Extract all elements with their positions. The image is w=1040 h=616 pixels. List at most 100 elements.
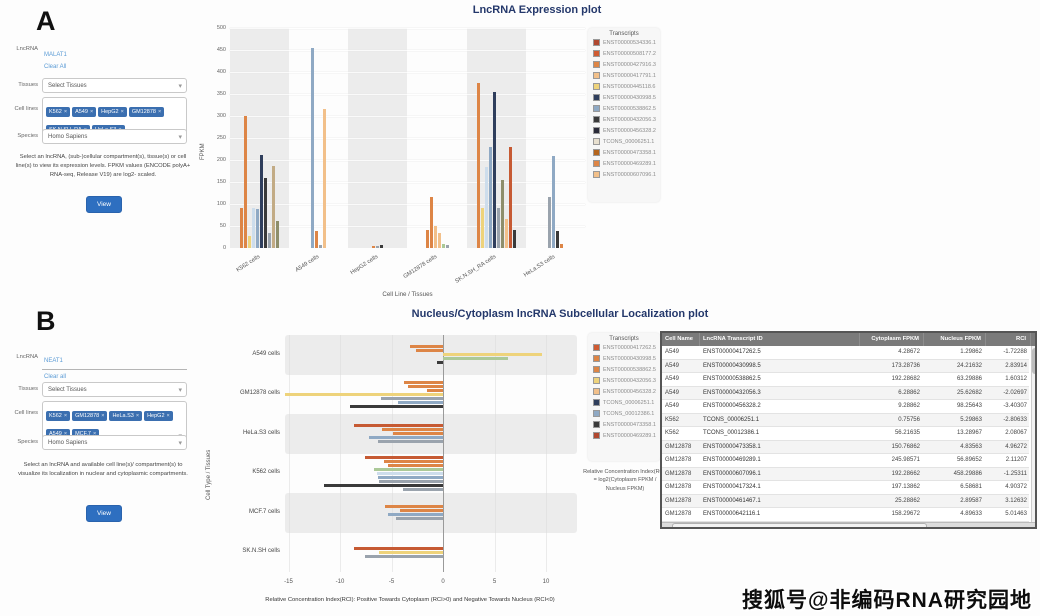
- legend-item[interactable]: ENST00000417262.5: [588, 342, 660, 353]
- legend-item[interactable]: ENST00000607096.1: [588, 169, 660, 180]
- legend-item[interactable]: TCONS_00006251.1: [588, 397, 660, 408]
- table-row[interactable]: A549 ENST00000538862.5 192.28682 63.29886 1.…: [662, 373, 1029, 387]
- tag-remove-icon[interactable]: ×: [63, 109, 68, 115]
- clear-all-link-a[interactable]: Clear All: [44, 64, 67, 70]
- legend-item[interactable]: ENST00000469289.1: [588, 430, 660, 441]
- tag-remove-icon[interactable]: ×: [135, 413, 140, 419]
- x-axis-tick-label: -10: [335, 579, 345, 585]
- legend-item[interactable]: ENST00000469289.1: [588, 158, 660, 169]
- table-header-cell[interactable]: Cytoplasm FPKM: [860, 333, 924, 346]
- y-axis-tick-label: 500: [216, 24, 226, 31]
- species-select-a[interactable]: Homo Sapiens ▾: [42, 129, 187, 144]
- legend-item[interactable]: ENST00000432056.3: [588, 114, 660, 125]
- bar: [559, 244, 563, 248]
- x-axis-category-label: A549 cells: [294, 254, 321, 274]
- table-cell: GM12878: [665, 484, 692, 490]
- table-header-cell[interactable]: RCI: [986, 333, 1031, 346]
- tag-remove-icon[interactable]: ×: [120, 109, 124, 115]
- legend-a-title: Transcripts: [609, 31, 639, 37]
- table-row[interactable]: A549 ENST00000456328.2 9.28862 98.25643 -3.4…: [662, 400, 1029, 414]
- clear-all-link-b[interactable]: Clear all: [44, 374, 67, 380]
- table-horizontal-scrollbar-thumb[interactable]: [672, 522, 927, 527]
- table-header-cell[interactable]: Cell Name: [662, 333, 700, 346]
- legend-item[interactable]: ENST00000538862.5: [588, 103, 660, 114]
- tag-remove-icon[interactable]: ×: [166, 413, 170, 419]
- cell-line-tag[interactable]: HeLa.S3×: [109, 411, 143, 421]
- cell-line-tag[interactable]: A549 ×: [46, 429, 71, 439]
- table-row[interactable]: GM12878 ENST00000473358.1 150.76862 4.83563…: [662, 440, 1029, 454]
- legend-swatch-icon: [593, 421, 600, 428]
- cell-line-tag[interactable]: A549 ×: [72, 107, 97, 117]
- cell-line-tag-label: A549: [75, 109, 88, 115]
- table-row[interactable]: A549 ENST00000417262.5 4.28672 1.29862 -1.72…: [662, 346, 1029, 360]
- table-row[interactable]: K562 TCONS_00012386.1 56.21635 13.28967 2.08…: [662, 427, 1029, 441]
- table-row[interactable]: GM12878 ENST00000469289.1 245.98571 56.8965…: [662, 454, 1029, 468]
- table-cell: 245.98571: [891, 457, 920, 463]
- species-select-b[interactable]: Homo Sapiens ▾: [42, 435, 187, 450]
- legend-item[interactable]: ENST00000508177.2: [588, 48, 660, 59]
- table-row[interactable]: A549 ENST00000432056.3 6.28862 25.62682 -2.0…: [662, 386, 1029, 400]
- legend-item[interactable]: ENST00000430998.5: [588, 353, 660, 364]
- table-header-cell[interactable]: LncRNA Transcript ID: [700, 333, 860, 346]
- legend-item[interactable]: TCONS_00012386.1: [588, 408, 660, 419]
- table-cell: 2.08067: [1005, 430, 1027, 436]
- table-header-cell[interactable]: Nucleus FPKM: [924, 333, 986, 346]
- tag-remove-icon[interactable]: ×: [101, 413, 105, 419]
- table-vertical-scrollbar[interactable]: [1031, 346, 1035, 522]
- x-axis-tick-label: -5: [388, 579, 395, 585]
- bar: [378, 440, 443, 444]
- view-button-a[interactable]: View: [86, 196, 122, 213]
- legend-item-label: ENST00000473358.1: [603, 421, 656, 428]
- chevron-down-icon: ▾: [178, 440, 182, 447]
- lncrna-link-b[interactable]: NEAT1: [44, 358, 63, 364]
- table-row[interactable]: GM12878 ENST00000607096.1 192.28662 458.298…: [662, 467, 1029, 481]
- table-row[interactable]: K562 TCONS_00006251.1 0.75756 5.29863 -2.806…: [662, 413, 1029, 427]
- table-row[interactable]: GM12878 ENST00000642116.1 158.29672 4.89633…: [662, 508, 1029, 522]
- table-cell: 56.89652: [956, 457, 982, 463]
- cell-line-tag[interactable]: K562 ×: [46, 411, 71, 421]
- tag-remove-icon[interactable]: ×: [157, 109, 162, 115]
- cell-line-tag[interactable]: HepG2 ×: [144, 411, 173, 421]
- cell-line-tag-label: HeLa.S3: [112, 413, 134, 419]
- cell-line-tag[interactable]: K562 ×: [46, 107, 71, 117]
- tag-remove-icon[interactable]: ×: [89, 109, 94, 115]
- cell-line-tag[interactable]: HepG2 ×: [98, 107, 127, 117]
- legend-item[interactable]: ENST00000427916.3: [588, 59, 660, 70]
- tag-remove-icon[interactable]: ×: [63, 431, 68, 437]
- table-row[interactable]: GM12878 ENST00000461467.1 25.28862 2.89587 3…: [662, 494, 1029, 508]
- legend-swatch-icon: [593, 127, 600, 134]
- legend-item[interactable]: ENST00000456328.2: [588, 125, 660, 136]
- legend-item[interactable]: ENST00000473358.1: [588, 147, 660, 158]
- view-button-b[interactable]: View: [86, 505, 122, 522]
- legend-item[interactable]: ENST00000432056.3: [588, 375, 660, 386]
- chevron-down-icon: ▾: [178, 83, 182, 90]
- tissues-select-b[interactable]: Select Tissues ▾: [42, 382, 187, 397]
- table-cell: 56.21635: [894, 430, 920, 436]
- table-row[interactable]: A549 ENST00000430998.5 173.28736 24.21632 2.…: [662, 359, 1029, 373]
- legend-item[interactable]: ENST00000473358.1: [588, 419, 660, 430]
- gridline: [288, 335, 290, 572]
- legend-item[interactable]: ENST00000456328.2: [588, 386, 660, 397]
- bar: [476, 83, 480, 248]
- bar: [376, 246, 380, 248]
- legend-item[interactable]: ENST00000417791.1: [588, 70, 660, 81]
- lncrna-input-b[interactable]: [42, 369, 187, 370]
- cell-line-tag[interactable]: GM12878 ×: [128, 107, 165, 117]
- cell-line-tag-label: GM12878: [131, 109, 156, 115]
- table-vertical-scrollbar-thumb[interactable]: [1032, 348, 1035, 374]
- tag-remove-icon[interactable]: ×: [92, 431, 97, 437]
- tag-remove-icon[interactable]: ×: [63, 413, 68, 419]
- tissues-select-a[interactable]: Select Tissues ▾: [42, 78, 187, 93]
- legend-item[interactable]: ENST00000534336.1: [588, 37, 660, 48]
- legend-item-label: ENST00000430998.5: [603, 355, 656, 362]
- table-cell: 2.89587: [960, 497, 982, 504]
- legend-item[interactable]: ENST00000445118.6: [588, 81, 660, 92]
- legend-item[interactable]: TCONS_00006251.1: [588, 136, 660, 147]
- cell-line-tag[interactable]: GM12878 ×: [72, 411, 108, 421]
- y-axis-tick-label: 450: [216, 46, 226, 53]
- cell-line-tag[interactable]: MCF.7 ×: [72, 429, 100, 439]
- lncrna-link-a[interactable]: MALAT1: [44, 52, 67, 58]
- legend-item[interactable]: ENST00000430998.5: [588, 92, 660, 103]
- legend-item[interactable]: ENST00000538862.5: [588, 364, 660, 375]
- table-row[interactable]: GM12878 ENST00000417324.1 197.13862 6.58681…: [662, 481, 1029, 495]
